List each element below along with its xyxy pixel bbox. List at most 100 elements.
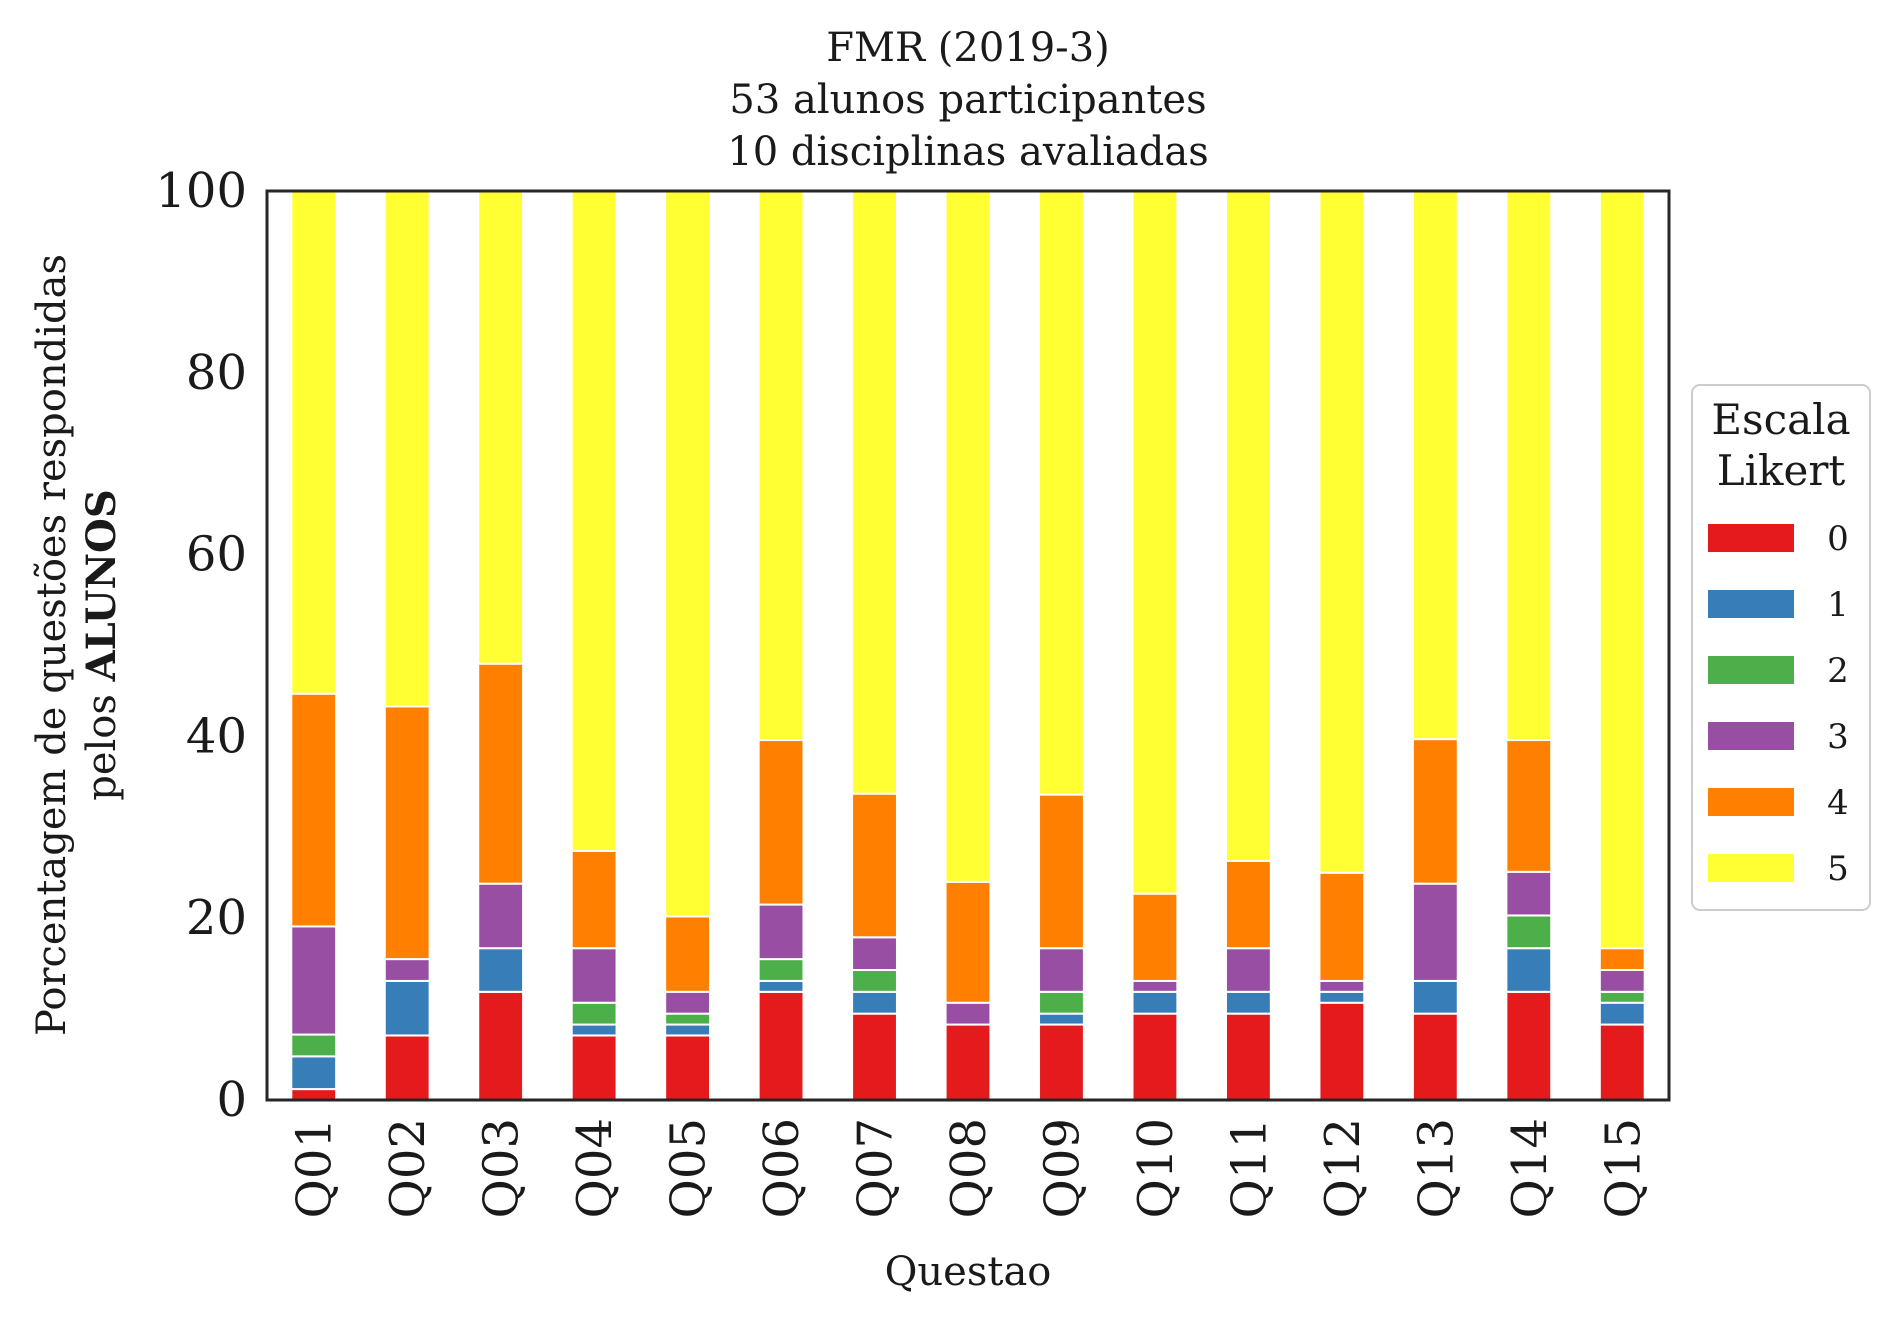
bar-q14-likert-2 [1505, 914, 1553, 950]
legend-swatch-4 [1708, 788, 1794, 816]
bar-q03-likert-1 [477, 947, 525, 993]
x-axis-label: Questao [885, 1249, 1052, 1295]
bar-q06-likert-1 [757, 979, 805, 993]
bar-q05-likert-0 [664, 1034, 712, 1101]
bar-q08-likert-0 [944, 1023, 992, 1102]
bar-q15-likert-0 [1598, 1023, 1646, 1102]
y-axis-label-bold: ALUNOS [78, 489, 125, 682]
bar-q12-likert-0 [1318, 1001, 1366, 1101]
bar-q09-likert-1 [1038, 1012, 1085, 1026]
bar-q03-likert-4 [477, 662, 525, 885]
bar-q13-likert-3 [1411, 882, 1459, 982]
bar-q07-likert-2 [851, 969, 898, 993]
bar-q05-likert-1 [664, 1023, 712, 1037]
y-tick-label-0: 0 [216, 1072, 247, 1128]
bar-q14-likert-4 [1505, 739, 1553, 873]
x-tick-label-q04: Q04 [567, 1118, 623, 1218]
bar-q10-likert-0 [1131, 1012, 1179, 1102]
bar-q11-likert-1 [1224, 990, 1272, 1015]
legend-label-2: 2 [1827, 651, 1849, 691]
bar-q14-likert-3 [1505, 870, 1553, 917]
bar-q10-likert-4 [1131, 892, 1179, 982]
legend-swatch-1 [1708, 590, 1794, 618]
bar-q15-likert-5 [1598, 190, 1646, 950]
chart-title-line-2: 53 alunos participantes [729, 77, 1206, 123]
bar-q05-likert-2 [664, 1012, 712, 1026]
legend-label-3: 3 [1827, 717, 1849, 757]
bar-q04-likert-5 [570, 190, 618, 852]
y-axis-label-line-2: pelos ALUNOS [78, 489, 125, 801]
x-tick-label-q12: Q12 [1315, 1118, 1371, 1218]
bar-q05-likert-4 [664, 915, 712, 993]
legend-label-4: 4 [1827, 783, 1849, 823]
bar-q11-likert-0 [1224, 1012, 1272, 1102]
bar-q04-likert-0 [570, 1034, 618, 1101]
bar-q05-likert-3 [664, 990, 712, 1015]
legend-title-line-2: Likert [1717, 446, 1846, 495]
bar-q03-likert-3 [477, 882, 525, 950]
bar-q09-likert-3 [1038, 947, 1085, 993]
bar-q12-likert-5 [1318, 190, 1366, 874]
x-tick-label-q14: Q14 [1502, 1118, 1558, 1218]
x-tick-label-q02: Q02 [380, 1118, 436, 1218]
bar-q02-likert-4 [383, 705, 431, 961]
y-axis-label-prefix: pelos [79, 681, 125, 800]
bar-q12-likert-1 [1318, 990, 1366, 1004]
bar-q02-likert-3 [383, 958, 431, 982]
bar-q01-likert-4 [290, 692, 338, 928]
chart-title-line-3: 10 disciplinas avaliadas [727, 129, 1208, 175]
legend-swatch-2 [1708, 656, 1794, 684]
bar-q03-likert-5 [477, 190, 525, 665]
bar-q01-likert-5 [290, 190, 338, 695]
bar-q06-likert-5 [757, 190, 805, 742]
bar-q13-likert-5 [1411, 190, 1459, 741]
legend-items: 0 1 2 3 4 5 [1708, 519, 1849, 889]
x-tick-label-q10: Q10 [1128, 1118, 1184, 1218]
bar-q08-likert-4 [944, 880, 992, 1004]
bar-q12-likert-3 [1318, 979, 1366, 993]
bar-q06-likert-2 [757, 958, 805, 982]
chart-title-line-1: FMR (2019-3) [826, 25, 1110, 71]
bar-q01-likert-1 [290, 1055, 338, 1091]
bar-q01-likert-2 [290, 1033, 338, 1058]
bar-q10-likert-1 [1131, 990, 1179, 1015]
bar-q11-likert-3 [1224, 947, 1272, 993]
legend-title-line-1: Escala [1711, 395, 1850, 444]
bar-q02-likert-1 [383, 979, 431, 1037]
y-tick-label-100: 100 [155, 163, 247, 219]
bar-q09-likert-4 [1038, 793, 1085, 950]
bar-q15-likert-1 [1598, 1001, 1646, 1026]
legend-swatch-0 [1708, 524, 1794, 552]
bar-q06-likert-0 [757, 990, 805, 1102]
bar-q10-likert-5 [1131, 190, 1179, 895]
bar-q09-likert-0 [1038, 1023, 1085, 1102]
x-tick-label-q09: Q09 [1035, 1118, 1091, 1218]
bar-q04-likert-2 [570, 1001, 618, 1026]
bar-q04-likert-3 [570, 947, 618, 1004]
y-tick-label-80: 80 [186, 345, 247, 401]
bar-q13-likert-1 [1411, 979, 1459, 1015]
x-tick-label-q11: Q11 [1221, 1118, 1277, 1218]
bar-q11-likert-4 [1224, 859, 1272, 950]
bar-q08-likert-5 [944, 190, 992, 883]
bar-q13-likert-0 [1411, 1012, 1459, 1102]
bar-q06-likert-4 [757, 739, 805, 906]
bar-q08-likert-3 [944, 1001, 992, 1026]
x-tick-label-q15: Q15 [1595, 1118, 1651, 1218]
legend-swatch-5 [1708, 854, 1794, 882]
bar-q07-likert-5 [851, 190, 898, 795]
x-tick-label-q07: Q07 [848, 1118, 904, 1218]
bar-q14-likert-0 [1505, 990, 1553, 1102]
x-tick-label-q01: Q01 [287, 1118, 343, 1218]
bar-q03-likert-0 [477, 990, 525, 1102]
bar-q07-likert-4 [851, 792, 898, 939]
bar-q02-likert-0 [383, 1034, 431, 1101]
bar-q01-likert-3 [290, 925, 338, 1036]
plot-frame [265, 189, 1671, 1102]
bar-q06-likert-3 [757, 903, 805, 961]
bar-q14-likert-5 [1505, 190, 1553, 742]
bar-q04-likert-1 [570, 1023, 618, 1037]
bar-q13-likert-4 [1411, 738, 1459, 885]
bar-q07-likert-3 [851, 936, 898, 972]
